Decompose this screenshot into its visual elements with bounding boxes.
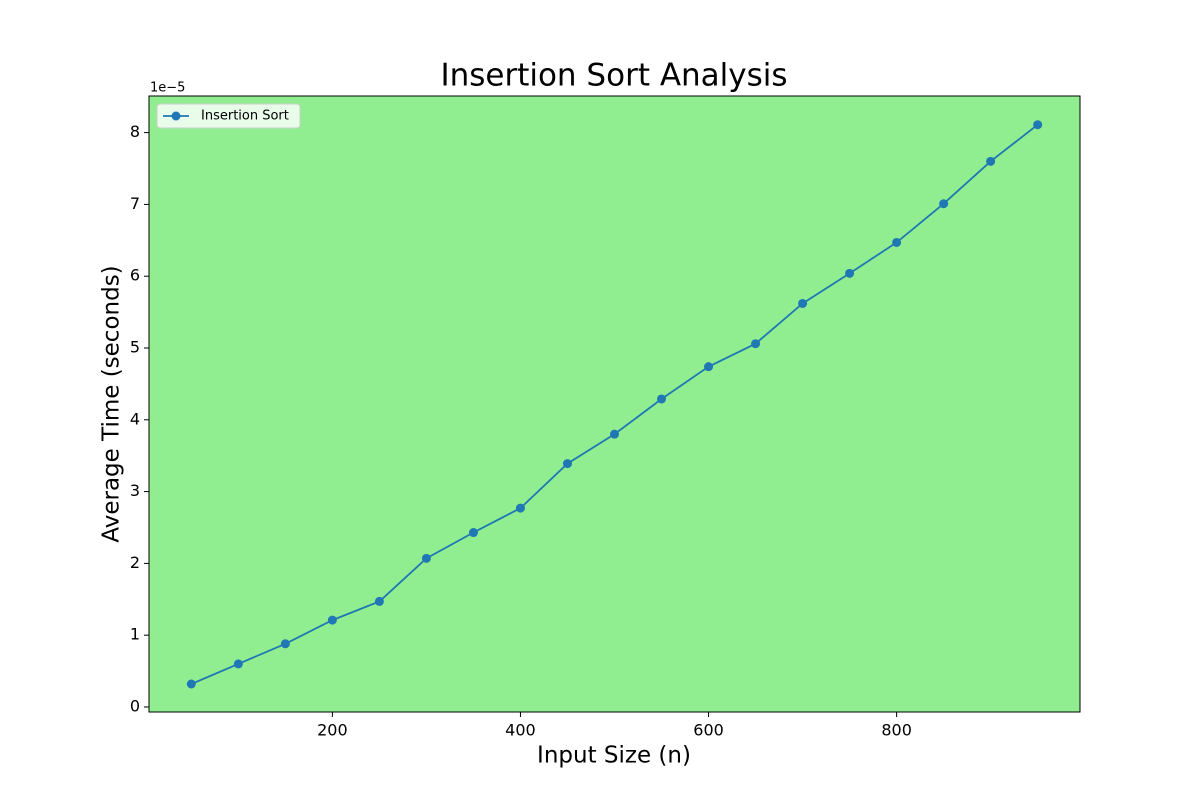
data-point [374, 596, 384, 606]
data-point [233, 659, 243, 669]
legend-marker [171, 111, 181, 121]
plot-area [149, 96, 1080, 712]
data-point [610, 429, 619, 439]
y-tick-label: 3 [130, 481, 140, 500]
data-point [186, 679, 196, 689]
x-tick-label: 400 [505, 721, 536, 740]
axes-frame [148, 95, 1081, 713]
legend-box [156, 103, 301, 129]
x-tick-label: 800 [881, 721, 912, 740]
y-tick-label: 4 [130, 409, 140, 428]
data-point [562, 459, 572, 469]
y-tick-label: 5 [130, 338, 140, 357]
data-point [468, 528, 478, 538]
data-point [704, 362, 714, 372]
x-tick-label: 200 [317, 721, 348, 740]
data-point [892, 237, 902, 247]
x-tick-label: 600 [693, 721, 724, 740]
data-point [421, 553, 431, 563]
data-point [280, 639, 290, 649]
data-point [986, 156, 996, 166]
data-point [939, 199, 949, 209]
y-tick-label: 8 [130, 122, 140, 141]
data-point [327, 615, 337, 625]
y-tick-label: 7 [130, 194, 140, 213]
y-axis-label: Average Time (seconds) [99, 265, 125, 542]
legend-label: Insertion Sort [201, 109, 289, 124]
x-axis-label: Input Size (n) [537, 743, 691, 769]
data-point [1033, 120, 1043, 130]
data-point [798, 298, 808, 308]
chart-title: Insertion Sort Analysis [440, 58, 787, 94]
y-offset-label: 1e−5 [150, 81, 185, 96]
y-tick-label: 0 [130, 696, 140, 715]
data-point [515, 503, 525, 513]
data-point [751, 339, 761, 349]
data-point [845, 268, 855, 278]
data-point [657, 394, 667, 404]
y-tick-label: 1 [130, 625, 140, 644]
y-tick-label: 2 [130, 553, 140, 572]
y-tick-label: 6 [130, 266, 140, 285]
